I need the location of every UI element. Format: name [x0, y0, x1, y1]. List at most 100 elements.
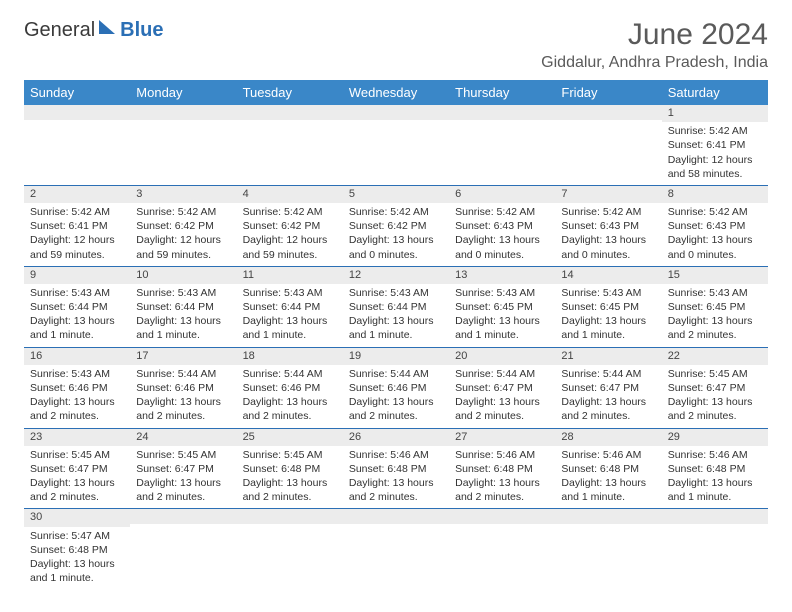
day-details: Sunrise: 5:43 AMSunset: 6:46 PMDaylight:… [24, 365, 130, 428]
location: Giddalur, Andhra Pradesh, India [541, 54, 768, 72]
calendar-day-cell: 17Sunrise: 5:44 AMSunset: 6:46 PMDayligh… [130, 347, 236, 428]
calendar-day-cell: 18Sunrise: 5:44 AMSunset: 6:46 PMDayligh… [237, 347, 343, 428]
weekday-header: Saturday [662, 80, 768, 105]
calendar-day-cell: 9Sunrise: 5:43 AMSunset: 6:44 PMDaylight… [24, 266, 130, 347]
calendar-week-row: 16Sunrise: 5:43 AMSunset: 6:46 PMDayligh… [24, 347, 768, 428]
calendar-day-cell: 2Sunrise: 5:42 AMSunset: 6:41 PMDaylight… [24, 185, 130, 266]
calendar-day-cell: 28Sunrise: 5:46 AMSunset: 6:48 PMDayligh… [555, 428, 661, 509]
empty-day-header [130, 105, 236, 120]
empty-day-header [555, 105, 661, 120]
day-number: 7 [555, 186, 661, 203]
weekday-header: Sunday [24, 80, 130, 105]
calendar-day-cell: 26Sunrise: 5:46 AMSunset: 6:48 PMDayligh… [343, 428, 449, 509]
empty-day-header [237, 105, 343, 120]
calendar-day-cell: 10Sunrise: 5:43 AMSunset: 6:44 PMDayligh… [130, 266, 236, 347]
day-details: Sunrise: 5:46 AMSunset: 6:48 PMDaylight:… [449, 446, 555, 509]
day-details: Sunrise: 5:46 AMSunset: 6:48 PMDaylight:… [555, 446, 661, 509]
calendar-day-cell: 24Sunrise: 5:45 AMSunset: 6:47 PMDayligh… [130, 428, 236, 509]
calendar-day-cell: 20Sunrise: 5:44 AMSunset: 6:47 PMDayligh… [449, 347, 555, 428]
calendar-day-cell: 21Sunrise: 5:44 AMSunset: 6:47 PMDayligh… [555, 347, 661, 428]
day-number: 14 [555, 267, 661, 284]
weekday-header: Monday [130, 80, 236, 105]
calendar-day-cell [24, 105, 130, 185]
day-details: Sunrise: 5:43 AMSunset: 6:44 PMDaylight:… [343, 284, 449, 347]
empty-day-header [343, 509, 449, 524]
empty-day-header [130, 509, 236, 524]
day-number: 29 [662, 429, 768, 446]
day-details: Sunrise: 5:47 AMSunset: 6:48 PMDaylight:… [24, 527, 130, 590]
weekday-header: Tuesday [237, 80, 343, 105]
calendar-day-cell: 22Sunrise: 5:45 AMSunset: 6:47 PMDayligh… [662, 347, 768, 428]
day-details: Sunrise: 5:46 AMSunset: 6:48 PMDaylight:… [343, 446, 449, 509]
calendar-week-row: 2Sunrise: 5:42 AMSunset: 6:41 PMDaylight… [24, 185, 768, 266]
day-details: Sunrise: 5:42 AMSunset: 6:42 PMDaylight:… [237, 203, 343, 266]
day-details: Sunrise: 5:42 AMSunset: 6:41 PMDaylight:… [662, 122, 768, 185]
calendar-day-cell: 23Sunrise: 5:45 AMSunset: 6:47 PMDayligh… [24, 428, 130, 509]
empty-day-header [449, 105, 555, 120]
calendar-day-cell: 14Sunrise: 5:43 AMSunset: 6:45 PMDayligh… [555, 266, 661, 347]
day-number: 21 [555, 348, 661, 365]
day-number: 22 [662, 348, 768, 365]
day-details: Sunrise: 5:42 AMSunset: 6:43 PMDaylight:… [449, 203, 555, 266]
calendar-day-cell [130, 509, 236, 589]
month-title: June 2024 [541, 18, 768, 52]
day-details: Sunrise: 5:44 AMSunset: 6:46 PMDaylight:… [343, 365, 449, 428]
calendar-day-cell [237, 105, 343, 185]
day-details: Sunrise: 5:44 AMSunset: 6:46 PMDaylight:… [237, 365, 343, 428]
day-details: Sunrise: 5:46 AMSunset: 6:48 PMDaylight:… [662, 446, 768, 509]
weekday-header: Friday [555, 80, 661, 105]
weekday-header-row: SundayMondayTuesdayWednesdayThursdayFrid… [24, 80, 768, 105]
day-number: 28 [555, 429, 661, 446]
day-number: 5 [343, 186, 449, 203]
calendar-day-cell: 13Sunrise: 5:43 AMSunset: 6:45 PMDayligh… [449, 266, 555, 347]
day-details: Sunrise: 5:42 AMSunset: 6:43 PMDaylight:… [662, 203, 768, 266]
calendar-week-row: 30Sunrise: 5:47 AMSunset: 6:48 PMDayligh… [24, 509, 768, 589]
day-number: 11 [237, 267, 343, 284]
empty-day-header [24, 105, 130, 120]
calendar-body: 1Sunrise: 5:42 AMSunset: 6:41 PMDaylight… [24, 105, 768, 589]
calendar-day-cell [662, 509, 768, 589]
calendar-day-cell: 25Sunrise: 5:45 AMSunset: 6:48 PMDayligh… [237, 428, 343, 509]
calendar-day-cell [130, 105, 236, 185]
calendar-day-cell: 29Sunrise: 5:46 AMSunset: 6:48 PMDayligh… [662, 428, 768, 509]
calendar-day-cell [449, 105, 555, 185]
calendar-day-cell: 7Sunrise: 5:42 AMSunset: 6:43 PMDaylight… [555, 185, 661, 266]
empty-day-header [237, 509, 343, 524]
day-number: 13 [449, 267, 555, 284]
calendar-day-cell: 19Sunrise: 5:44 AMSunset: 6:46 PMDayligh… [343, 347, 449, 428]
calendar-day-cell: 1Sunrise: 5:42 AMSunset: 6:41 PMDaylight… [662, 105, 768, 185]
day-number: 17 [130, 348, 236, 365]
day-details: Sunrise: 5:45 AMSunset: 6:47 PMDaylight:… [24, 446, 130, 509]
day-number: 6 [449, 186, 555, 203]
day-number: 12 [343, 267, 449, 284]
calendar-day-cell: 12Sunrise: 5:43 AMSunset: 6:44 PMDayligh… [343, 266, 449, 347]
day-number: 10 [130, 267, 236, 284]
day-number: 20 [449, 348, 555, 365]
calendar-week-row: 1Sunrise: 5:42 AMSunset: 6:41 PMDaylight… [24, 105, 768, 185]
calendar-day-cell: 5Sunrise: 5:42 AMSunset: 6:42 PMDaylight… [343, 185, 449, 266]
calendar-day-cell [449, 509, 555, 589]
logo-text-general: General [24, 19, 95, 42]
calendar-day-cell: 27Sunrise: 5:46 AMSunset: 6:48 PMDayligh… [449, 428, 555, 509]
calendar-day-cell: 16Sunrise: 5:43 AMSunset: 6:46 PMDayligh… [24, 347, 130, 428]
day-number: 26 [343, 429, 449, 446]
day-details: Sunrise: 5:44 AMSunset: 6:46 PMDaylight:… [130, 365, 236, 428]
day-details: Sunrise: 5:43 AMSunset: 6:44 PMDaylight:… [237, 284, 343, 347]
day-details: Sunrise: 5:43 AMSunset: 6:45 PMDaylight:… [662, 284, 768, 347]
day-details: Sunrise: 5:44 AMSunset: 6:47 PMDaylight:… [555, 365, 661, 428]
empty-day-header [449, 509, 555, 524]
calendar-day-cell: 4Sunrise: 5:42 AMSunset: 6:42 PMDaylight… [237, 185, 343, 266]
calendar-day-cell: 6Sunrise: 5:42 AMSunset: 6:43 PMDaylight… [449, 185, 555, 266]
logo-text-blue: Blue [120, 19, 163, 42]
day-details: Sunrise: 5:45 AMSunset: 6:47 PMDaylight:… [662, 365, 768, 428]
day-number: 9 [24, 267, 130, 284]
day-number: 24 [130, 429, 236, 446]
calendar-day-cell [555, 509, 661, 589]
day-details: Sunrise: 5:45 AMSunset: 6:47 PMDaylight:… [130, 446, 236, 509]
title-block: June 2024 Giddalur, Andhra Pradesh, Indi… [541, 18, 768, 72]
calendar-day-cell: 30Sunrise: 5:47 AMSunset: 6:48 PMDayligh… [24, 509, 130, 589]
header: General Blue June 2024 Giddalur, Andhra … [24, 18, 768, 72]
day-details: Sunrise: 5:42 AMSunset: 6:41 PMDaylight:… [24, 203, 130, 266]
calendar-day-cell [237, 509, 343, 589]
day-details: Sunrise: 5:43 AMSunset: 6:45 PMDaylight:… [555, 284, 661, 347]
